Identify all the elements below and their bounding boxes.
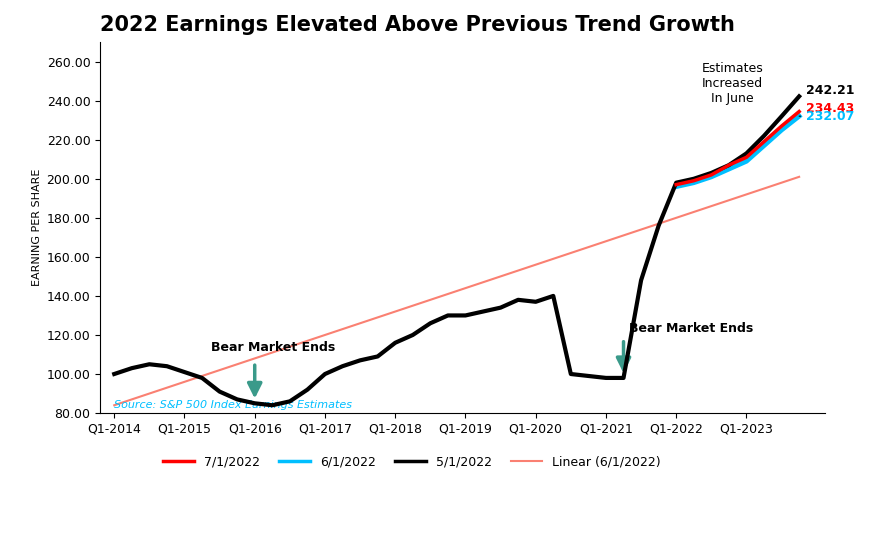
5/1/2022 [179,369,190,375]
5/1/2022 [776,113,787,119]
5/1/2022 [232,396,242,402]
Text: 242.21: 242.21 [799,84,854,98]
5/1/2022 [601,375,611,381]
5/1/2022 [565,371,576,377]
5/1/2022 [530,298,541,305]
7/1/2022 [741,154,752,160]
7/1/2022 [689,177,699,184]
5/1/2022 [425,320,436,326]
5/1/2022 [724,162,734,168]
5/1/2022 [478,309,489,315]
6/1/2022 [689,180,699,186]
5/1/2022 [126,365,137,372]
Legend: 7/1/2022, 6/1/2022, 5/1/2022, Linear (6/1/2022): 7/1/2022, 6/1/2022, 5/1/2022, Linear (6/… [159,450,666,474]
5/1/2022 [706,169,717,176]
5/1/2022 [618,375,629,381]
6/1/2022 [776,127,787,133]
Line: 6/1/2022: 6/1/2022 [676,116,799,187]
Text: Bear Market Ends: Bear Market Ends [629,322,753,335]
6/1/2022 [706,174,717,180]
7/1/2022 [759,139,769,145]
6/1/2022 [741,158,752,164]
6/1/2022 [759,142,769,149]
5/1/2022 [584,373,594,379]
Line: 5/1/2022: 5/1/2022 [114,96,799,405]
5/1/2022 [337,363,348,369]
5/1/2022 [197,375,207,381]
5/1/2022 [354,357,365,364]
5/1/2022 [249,400,260,407]
7/1/2022 [776,123,787,130]
5/1/2022 [653,222,664,229]
5/1/2022 [285,398,295,405]
6/1/2022 [724,166,734,172]
7/1/2022 [671,181,681,188]
5/1/2022 [689,175,699,182]
7/1/2022 [706,172,717,178]
5/1/2022 [513,297,523,303]
5/1/2022 [636,277,646,284]
5/1/2022 [373,353,383,360]
Text: 2022 Earnings Elevated Above Previous Trend Growth: 2022 Earnings Elevated Above Previous Tr… [100,15,735,35]
Text: Source: S&P 500 Index Earnings Estimates: Source: S&P 500 Index Earnings Estimates [114,400,352,410]
5/1/2022 [390,340,401,346]
5/1/2022 [741,150,752,157]
7/1/2022 [793,108,804,115]
5/1/2022 [144,361,154,367]
Text: 232.07: 232.07 [799,110,854,123]
Line: 7/1/2022: 7/1/2022 [676,111,799,184]
5/1/2022 [442,312,453,319]
Text: Bear Market Ends: Bear Market Ends [211,342,335,354]
6/1/2022 [671,183,681,190]
5/1/2022 [408,332,418,338]
5/1/2022 [759,133,769,139]
5/1/2022 [496,304,506,311]
5/1/2022 [671,180,681,186]
5/1/2022 [267,402,278,408]
5/1/2022 [109,371,119,377]
Y-axis label: EARNING PER SHARE: EARNING PER SHARE [32,169,43,286]
5/1/2022 [302,386,313,393]
5/1/2022 [320,371,330,377]
5/1/2022 [214,389,225,395]
5/1/2022 [793,93,804,100]
Text: Estimates
Increased
In June: Estimates Increased In June [701,62,763,104]
Text: 234.43: 234.43 [807,102,854,115]
7/1/2022 [724,162,734,168]
5/1/2022 [460,312,470,319]
5/1/2022 [548,293,558,299]
5/1/2022 [162,363,172,369]
6/1/2022 [793,113,804,119]
